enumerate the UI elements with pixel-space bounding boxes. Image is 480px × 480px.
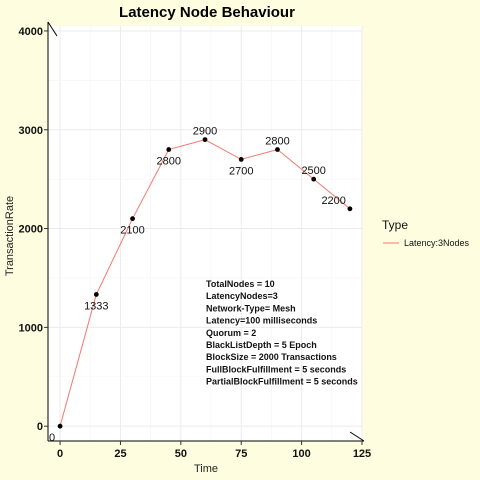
y-tick-label: 4000 [19,26,43,38]
legend: Type Latency:3Nodes [382,218,470,248]
annotation-line: PartialBlockFulfillment = 5 seconds [206,377,358,387]
data-point [166,147,172,152]
annotation-line: Latency=100 milliseconds [206,316,317,326]
data-label: 2500 [301,165,325,177]
y-tick-label: 0 [37,421,43,433]
data-label: 2800 [157,156,181,168]
y-axis-arrowhead [47,21,58,37]
legend-title: Type [382,218,408,232]
x-tick-label: 25 [114,448,126,460]
x-tick-label: 100 [292,448,310,460]
data-label: 2200 [321,195,345,207]
data-label: 2700 [229,165,253,177]
data-point [57,423,63,429]
data-label: 2900 [193,126,217,138]
annotation-line: Network-Type= Mesh [206,303,296,313]
data-label: 0 [49,432,55,444]
plot-panel [48,26,362,441]
y-tick-label: 1000 [19,322,43,334]
y-axis-title: TransactionRate [4,196,16,276]
x-axis-title: Time [194,463,218,475]
x-tick-label: 75 [235,448,247,460]
annotation-line: Quorum = 2 [206,328,256,338]
data-label: 1333 [84,300,108,312]
x-tick-label: 0 [57,448,63,460]
x-tick-label: 50 [175,448,187,460]
data-point [202,137,208,143]
data-point [275,147,280,152]
data-point [93,292,99,297]
y-tick-label: 3000 [19,125,43,137]
annotation-block: TotalNodes = 10 LatencyNodes=3 Network-Typ… [206,279,358,387]
data-point [238,156,244,162]
annotation-line: TotalNodes = 10 [206,279,275,289]
data-label: 2800 [265,136,289,148]
annotation-line: LatencyNodes=3 [206,291,278,301]
annotation-line: BlockSize = 2000 Transactions [206,352,337,362]
chart-title: Latency Node Behaviour [119,4,295,21]
ticks: 0 25 50 75 100 125 0 1000 2000 3000 4000 [19,26,372,460]
y-tick-label: 2000 [19,224,43,236]
data-point [311,176,317,182]
grid [48,26,363,441]
data-point [347,206,353,212]
data-label: 2100 [120,225,144,237]
x-tick-label: 125 [353,448,371,460]
annotation-line: BlackListDepth = 5 Epoch [206,340,317,350]
legend-label: Latency:3Nodes [404,238,470,248]
x-axis-arrowhead [349,431,365,442]
axes [47,21,365,442]
data-point [130,216,135,222]
series-layer: 0 1333 2100 2800 2900 2700 2800 2500 2200 [49,126,353,444]
annotation-line: FullBlockFulfillment = 5 seconds [206,364,346,374]
